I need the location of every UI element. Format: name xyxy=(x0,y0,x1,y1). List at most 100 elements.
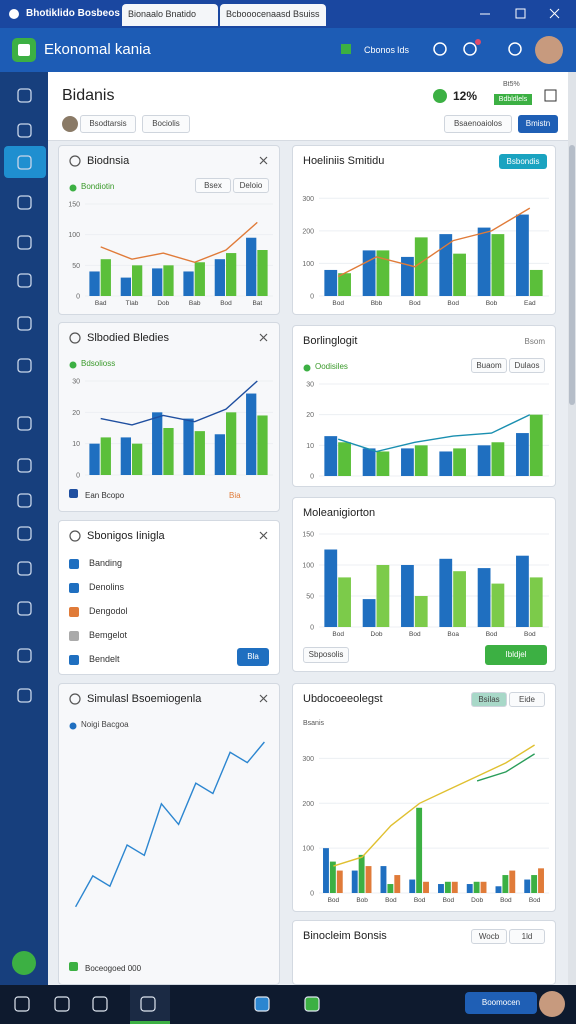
chip[interactable]: Deloio xyxy=(233,178,269,193)
calendar-icon xyxy=(544,89,557,102)
chip[interactable]: Buaom xyxy=(471,358,507,373)
y-tick-label: 20 xyxy=(72,410,80,417)
bar xyxy=(516,214,529,296)
bar xyxy=(324,269,338,296)
bar xyxy=(401,448,414,476)
y-tick-label: 100 xyxy=(68,232,80,239)
y-tick-label: 300 xyxy=(302,196,314,203)
legend-label: Oodisiles xyxy=(315,362,348,371)
y-tick-label: 50 xyxy=(72,263,80,270)
button[interactable]: Bsbondis xyxy=(499,154,547,169)
chip[interactable]: Bsodtarsis xyxy=(80,115,136,133)
chart: 0 10 20 30 xyxy=(306,382,549,481)
chip[interactable]: Dulaos xyxy=(509,358,545,373)
taskbar-icon xyxy=(304,996,320,1012)
button[interactable]: Bla xyxy=(237,648,269,666)
bar xyxy=(516,555,529,627)
bar xyxy=(329,861,336,893)
y-tick-label: 0 xyxy=(76,294,80,301)
list-item: Denolins xyxy=(89,582,125,592)
x-tick-label: Ead xyxy=(524,300,536,307)
tab: Bhotiklido Bosbeos xyxy=(26,8,120,19)
bar xyxy=(163,265,174,296)
footer-label: Boceogoed 000 xyxy=(85,964,142,973)
bar xyxy=(338,442,351,476)
nav-icon xyxy=(17,358,32,373)
taskbar-button[interactable]: Boomocen xyxy=(465,992,537,1014)
chart-area xyxy=(59,736,279,954)
nav-icon xyxy=(17,235,32,250)
stat-label: Bt5% xyxy=(503,81,520,88)
bar xyxy=(439,234,453,296)
x-tick-label: Bat xyxy=(252,300,262,307)
list-item: Bemgelot xyxy=(89,630,128,640)
chip[interactable]: Bsilas xyxy=(471,692,507,707)
bar xyxy=(365,866,372,893)
footer-icon xyxy=(69,962,78,971)
bar xyxy=(120,437,131,475)
header-link: Cbonos xyxy=(364,45,396,55)
footer-icon xyxy=(69,489,78,498)
panel-title: Binocleim Bonsis xyxy=(303,930,387,942)
button[interactable]: Bmistn xyxy=(518,115,558,133)
bar xyxy=(132,443,143,475)
legend-label: Noigi Bacgoa xyxy=(81,720,129,729)
close xyxy=(549,8,560,19)
item-icon xyxy=(69,607,79,617)
button[interactable]: Ibldjel xyxy=(485,645,547,665)
chip[interactable]: 1ld xyxy=(509,929,545,944)
panel-title: Borlinglogit xyxy=(303,335,358,347)
tab-box[interactable] xyxy=(122,4,218,26)
y-tick-label: 30 xyxy=(72,379,80,386)
bar xyxy=(323,848,329,893)
x-tick-label: Bab xyxy=(189,300,201,307)
y-tick-label: 300 xyxy=(302,756,314,763)
chart: 0 100 200 300 Bod Bob Bod Bod Bod Dob Bod Bod xyxy=(302,744,549,904)
chip[interactable]: Bociolis xyxy=(142,115,190,133)
taskbar-icon xyxy=(140,996,156,1012)
bar xyxy=(376,565,390,627)
panel: Binocleim Bonsis Wocb 1ld xyxy=(292,920,556,985)
scrollbar xyxy=(568,72,576,985)
close-icon xyxy=(259,333,268,342)
nav-icon xyxy=(17,416,32,431)
app-icon xyxy=(9,9,19,19)
list-item: Bendelt xyxy=(89,654,120,664)
panel: Biodnsia Bondiotin Bsex Deloio 0 50 100 150 Bad T… xyxy=(58,145,280,315)
nav-icon xyxy=(17,561,32,576)
chip[interactable]: Bsex xyxy=(195,178,231,193)
stat: 12% xyxy=(453,89,478,103)
x-tick-label: Bod xyxy=(409,631,421,638)
bar xyxy=(338,273,351,296)
bar xyxy=(529,577,543,627)
stat-icon xyxy=(433,89,447,103)
chip[interactable]: Wocb xyxy=(471,929,507,944)
taskbar-icon xyxy=(14,996,30,1012)
panel: Hoeliniis Smitidu Bsbondis 0 100 200 300 Bod Bb… xyxy=(292,145,556,315)
bar xyxy=(89,443,100,475)
panel: Borlinglogit Bsom Oodisiles Buaom Dulaos 0 10 2… xyxy=(292,325,556,487)
sidebar xyxy=(0,72,48,985)
chart-area: 0 100 200 300 Bod Bbb Bod Bod Bob Ead xyxy=(293,176,555,310)
bar xyxy=(477,445,491,476)
bar xyxy=(409,879,416,893)
nav-icon xyxy=(17,123,32,138)
chart-area: 0 10 20 30 xyxy=(293,378,555,482)
chip[interactable]: Eide xyxy=(509,692,545,707)
line xyxy=(476,753,535,782)
legend-dot xyxy=(69,361,77,369)
nav-icon xyxy=(17,526,32,541)
chip[interactable]: Sbposolis xyxy=(303,647,349,663)
bar xyxy=(387,884,394,893)
bar xyxy=(444,881,451,893)
tab-box[interactable] xyxy=(220,4,326,26)
bar xyxy=(194,431,205,475)
bar xyxy=(451,881,458,893)
page-title: Bidanis xyxy=(62,87,115,104)
line xyxy=(100,221,258,264)
bar xyxy=(453,253,466,296)
chart-area: 0 50 100 150 Bod Dob Bod Boa Bod Bod xyxy=(293,528,555,641)
y-tick-label: 150 xyxy=(302,532,314,539)
search[interactable]: Bsaenoaiolos xyxy=(444,115,512,133)
x-tick-label: Bbb xyxy=(371,300,383,307)
